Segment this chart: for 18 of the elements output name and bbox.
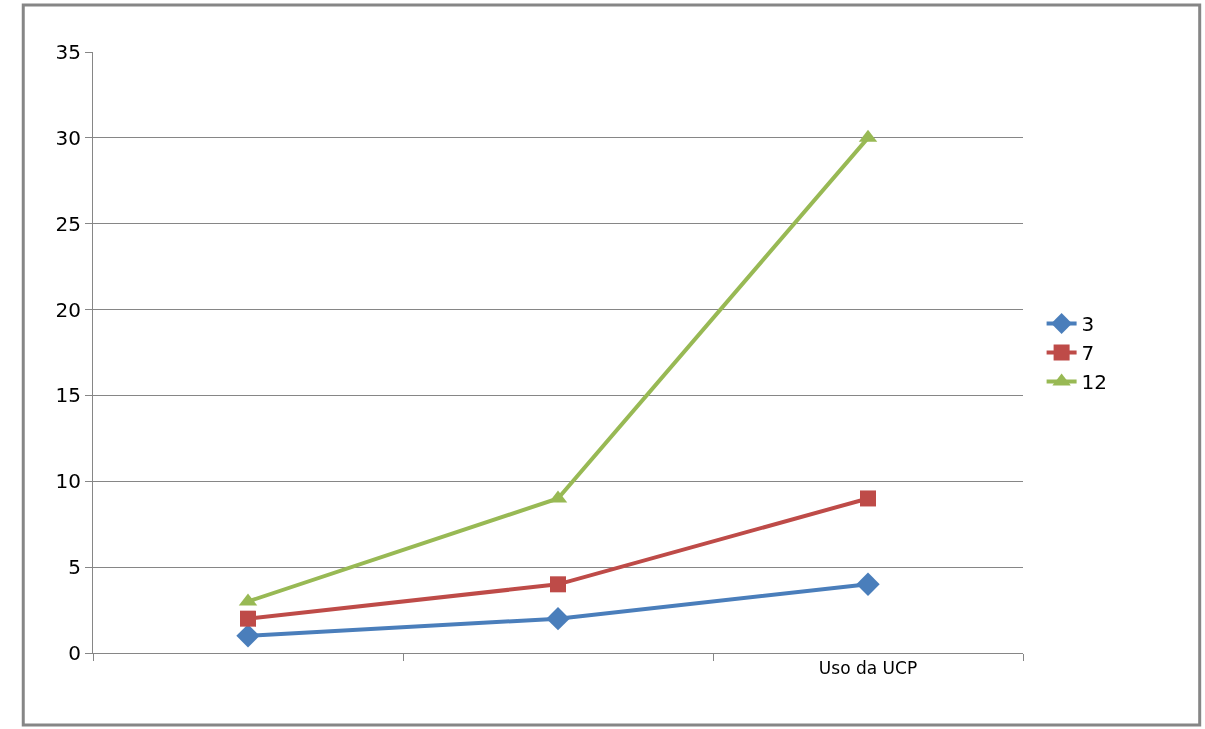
point	[856, 572, 880, 597]
point	[236, 624, 260, 648]
legend-label: 3	[1081, 312, 1095, 337]
legend-label: 12	[1081, 370, 1108, 395]
y-tick-label: 5	[68, 555, 81, 580]
point	[240, 610, 256, 627]
point	[860, 490, 876, 507]
y-tick-label: 15	[55, 383, 81, 408]
y-tick-label: 35	[55, 40, 81, 64]
legend-label: 7	[1081, 341, 1095, 366]
y-tick-label: 25	[55, 211, 81, 236]
y-tick-label: 0	[68, 641, 81, 665]
point	[550, 576, 566, 593]
y-tick-label: 10	[55, 469, 81, 494]
y-tick-label: 30	[55, 125, 81, 150]
x-tick-label: Uso da UCP	[818, 658, 918, 679]
y-tick-label: 20	[55, 297, 81, 322]
point	[546, 606, 570, 631]
